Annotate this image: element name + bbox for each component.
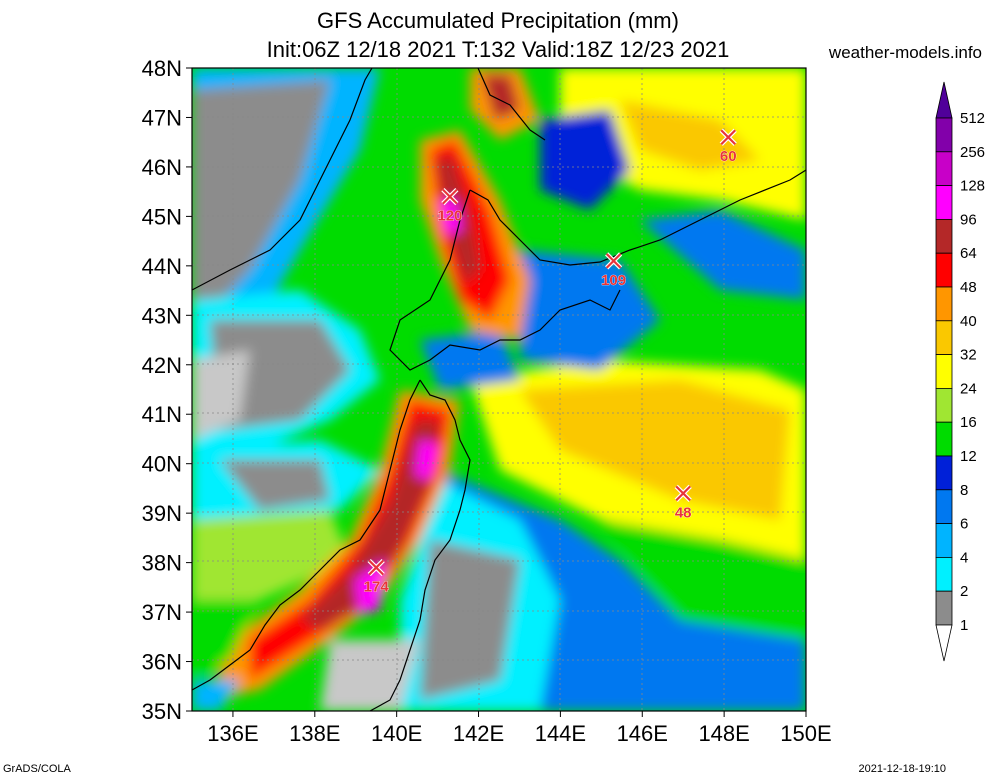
max-marker: 174 [363,558,390,596]
chart-subtitle: Init:06Z 12/18 2021 T:132 Valid:18Z 12/2… [266,37,730,62]
latitude-axis: 35N 36N 37N 38N 39N 40N 41N 42N 43N 44N 45N 46N 47N 4… [142,56,192,724]
legend-color-box [935,252,953,288]
legend-level-label: 8 [960,482,968,499]
site-credit: weather-models.info [828,43,982,62]
lon-tick-label: 138E [289,721,340,746]
lat-tick-label: 37N [142,600,182,625]
precipitation-field [192,68,806,711]
lat-tick-label: 47N [142,105,182,130]
legend-color-box [935,218,953,254]
lon-tick-label: 144E [535,721,586,746]
lat-tick-label: 38N [142,551,182,576]
x-mark [368,559,384,576]
lat-tick-label: 41N [142,402,182,427]
legend-color-box [935,354,953,389]
lat-tick-label: 42N [142,353,182,378]
map-gridlines [192,68,806,711]
generated-timestamp: 2021-12-18-19:10 [858,763,946,775]
max-value-label: 60 [720,148,737,165]
legend-level-label: 40 [960,313,977,330]
lon-tick-label: 136E [207,721,258,746]
max-value-label: 109 [601,272,626,289]
legend-color-box [935,489,953,524]
legend-level-label: 2 [960,583,968,600]
x-mark [675,485,691,502]
legend-level-label: 24 [960,380,977,397]
max-marker: 109 [601,252,626,289]
x-mark [442,188,458,205]
legend-color-box [935,286,953,322]
legend-level-label: 128 [960,178,985,195]
lon-tick-label: 140E [371,721,422,746]
legend-top-triangle [935,81,953,119]
software-credit: GrADS/COLA [3,763,71,775]
legend-color-box [935,523,953,558]
legend-level-label: 4 [960,549,968,566]
lat-tick-label: 45N [142,204,182,229]
lat-tick-label: 43N [142,303,182,328]
lat-tick-label: 35N [142,699,182,724]
coastlines [192,68,806,711]
legend-level-label: 96 [960,211,977,228]
max-marker: 60 [720,128,737,166]
longitude-axis: 136E 138E 140E 142E 144E 146E 148E 150E [207,711,832,746]
x-mark [720,129,737,146]
lat-tick-label: 44N [142,254,182,279]
legend-level-label: 6 [960,516,968,533]
max-value-label: 174 [364,579,390,596]
lat-tick-label: 48N [142,56,182,81]
legend-color-box [935,455,953,491]
legend-color-box [935,117,953,153]
legend-color-box [935,557,953,592]
legend-color-box [935,320,953,355]
lat-tick-label: 39N [142,501,182,526]
max-value-label: 48 [675,504,692,521]
legend-color-box [935,185,953,220]
chart-title: GFS Accumulated Precipitation (mm) [317,8,679,33]
legend-bottom-triangle [935,624,953,662]
max-marker: 120 [437,188,463,225]
max-marker: 48 [675,484,692,522]
legend-level-label: 32 [960,347,977,364]
legend-color-box [935,387,953,423]
map-frame [191,67,807,712]
x-mark [605,253,622,269]
legend-color-box [935,590,953,626]
max-value-label: 120 [437,208,462,225]
lat-tick-label: 36N [142,650,182,675]
legend-level-label: 64 [960,245,977,262]
lat-tick-label: 40N [142,452,182,477]
lon-tick-label: 142E [453,721,504,746]
legend-level-label: 48 [960,279,977,296]
legend-level-label: 256 [960,144,985,161]
legend-level-label: 12 [960,448,977,465]
legend-level-label: 1 [960,617,968,634]
legend-level-label: 16 [960,414,977,431]
legend-level-label: 512 [960,110,985,127]
lon-tick-label: 146E [617,721,668,746]
lon-tick-label: 148E [698,721,749,746]
legend-color-box [935,151,953,187]
lat-tick-label: 46N [142,155,182,180]
legend-color-box [935,421,953,457]
max-precip-markers: 120 109 60 48 174 [363,128,737,596]
lon-tick-label: 150E [780,721,831,746]
